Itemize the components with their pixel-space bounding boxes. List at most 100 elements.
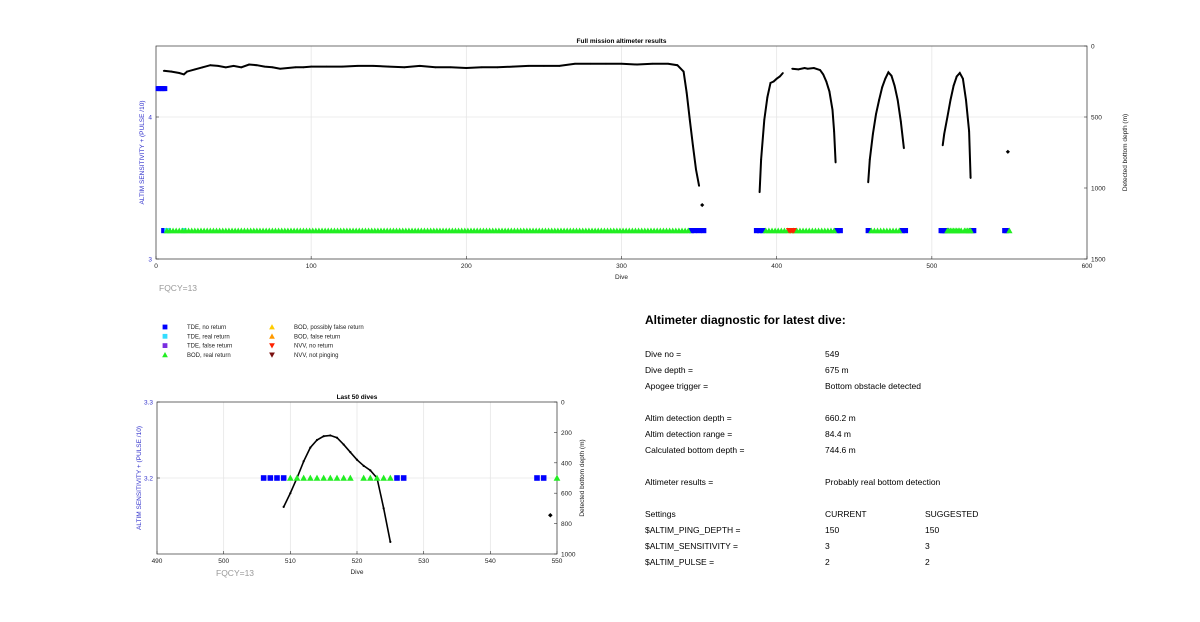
depth-point: [881, 86, 884, 89]
depth-point: [620, 62, 623, 65]
y2-tick-label: 200: [561, 430, 572, 437]
legend-label: NVV, no return: [294, 344, 333, 350]
x-tick-label: 300: [616, 263, 627, 270]
results-row: Altimeter results = Probably real bottom…: [645, 477, 1165, 493]
depth-point: [833, 130, 835, 133]
depth-point: [496, 66, 499, 69]
altimeter-marker: [865, 228, 871, 234]
depth-point: [682, 70, 685, 73]
dive-no-label: Dive no =: [645, 349, 682, 359]
depth-point: [781, 72, 784, 74]
y2-tick-label: 1000: [561, 552, 576, 559]
depth-point: [356, 64, 359, 67]
depth-point: [403, 66, 406, 69]
altimeter-marker: [366, 474, 374, 481]
altimeter-marker: [274, 475, 280, 481]
altimeter-marker: [837, 228, 843, 234]
legend-marker: [162, 343, 168, 348]
diagnostic-panel: Altimeter diagnostic for latest dive: Di…: [645, 313, 1165, 573]
suggested-label: SUGGESTED: [925, 509, 979, 519]
depth-point: [193, 68, 196, 71]
altimeter-marker: [753, 228, 760, 234]
altimeter-marker: [696, 228, 702, 234]
depth-point: [878, 99, 880, 101]
altimeter-marker: [688, 228, 694, 234]
depth-point: [943, 133, 946, 135]
x-tick-label: 500: [218, 558, 229, 565]
dive-depth-row: Dive depth = 675 m: [645, 365, 1165, 381]
altimeter-marker: [685, 227, 692, 234]
altimeter-marker: [896, 227, 903, 234]
legend-label: TDE, real return: [187, 334, 230, 340]
depth-point: [822, 73, 825, 76]
depth-point: [309, 446, 312, 449]
altimeter-marker: [902, 228, 909, 234]
dive-no-value: 549: [825, 349, 840, 359]
altimeter-marker: [790, 228, 797, 234]
depth-point: [941, 144, 944, 147]
depth-point: [201, 66, 204, 69]
altimeter-marker: [394, 475, 400, 481]
y2-tick-label: 400: [561, 460, 572, 467]
depth-point: [803, 67, 806, 69]
legend-marker: [269, 343, 275, 349]
legend-label: TDE, false return: [187, 344, 232, 350]
legend-label: NVV, not pinging: [294, 353, 338, 359]
setting-suggested: 150: [925, 525, 940, 535]
altimeter-marker: [691, 228, 698, 234]
detection-range-row: Altim detection range = 84.4 m: [645, 429, 1165, 445]
depth-point: [955, 75, 958, 78]
depth-point: [480, 66, 483, 69]
legend-marker: [269, 324, 275, 330]
depth-point: [574, 62, 576, 65]
depth-point: [342, 443, 345, 446]
depth-point: [372, 64, 375, 67]
depth-point: [217, 64, 219, 67]
depth-point: [772, 80, 775, 83]
y2-axis-label: Detected bottom depth (m): [579, 439, 586, 516]
dive-no-row: Dive no = 549: [645, 349, 1165, 365]
altimeter-marker: [540, 475, 547, 481]
altimeter-marker: [333, 474, 341, 481]
altimeter-marker: [306, 474, 314, 481]
results-value: Probably real bottom detection: [825, 477, 941, 487]
x-tick-label: 540: [485, 558, 496, 565]
dive-depth-value: 675 m: [825, 365, 849, 375]
depth-point: [302, 66, 305, 69]
altimeter-marker: [1006, 227, 1013, 234]
x-tick-label: 550: [552, 558, 563, 565]
x-tick-label: 500: [926, 263, 937, 270]
depth-point: [310, 65, 313, 68]
altimeter-marker: [701, 228, 707, 234]
y-axis-label: ALTIM SENSITIVITY + (PULSE /10): [136, 426, 143, 530]
depth-point: [302, 460, 305, 463]
depth-point-isolated: [548, 512, 553, 518]
depth-line: [792, 66, 837, 163]
depth-point: [961, 77, 964, 80]
depth-point: [758, 191, 761, 194]
detection-depth-label: Altim detection depth =: [645, 413, 732, 423]
altimeter-marker: [756, 228, 763, 234]
depth-point-isolated: [1005, 149, 1010, 154]
results-label: Altimeter results =: [645, 477, 714, 487]
x-tick-label: 400: [771, 263, 782, 270]
altimeter-marker: [260, 475, 267, 481]
depth-point: [465, 67, 468, 69]
altimeter-marker: [313, 474, 321, 481]
setting-suggested: 3: [925, 541, 930, 551]
setting-name: $ALTIM_PING_DEPTH =: [645, 525, 741, 535]
altimeter-marker: [346, 474, 354, 481]
depth-point: [294, 66, 297, 69]
y-tick-label: 3.2: [144, 476, 153, 483]
legend-label: BOD, real return: [187, 353, 231, 359]
y2-tick-label: 1000: [1091, 186, 1106, 193]
depth-point: [778, 75, 781, 78]
altimeter-marker: [280, 475, 287, 481]
depth-point: [831, 109, 834, 111]
altimeter-marker: [267, 475, 274, 481]
legend-label: BOD, false return: [294, 334, 340, 340]
dive-depth-label: Dive depth =: [645, 365, 693, 375]
altimeter-marker: [1003, 228, 1009, 234]
legend-marker: [162, 324, 168, 330]
x-tick-label: 520: [352, 558, 363, 565]
